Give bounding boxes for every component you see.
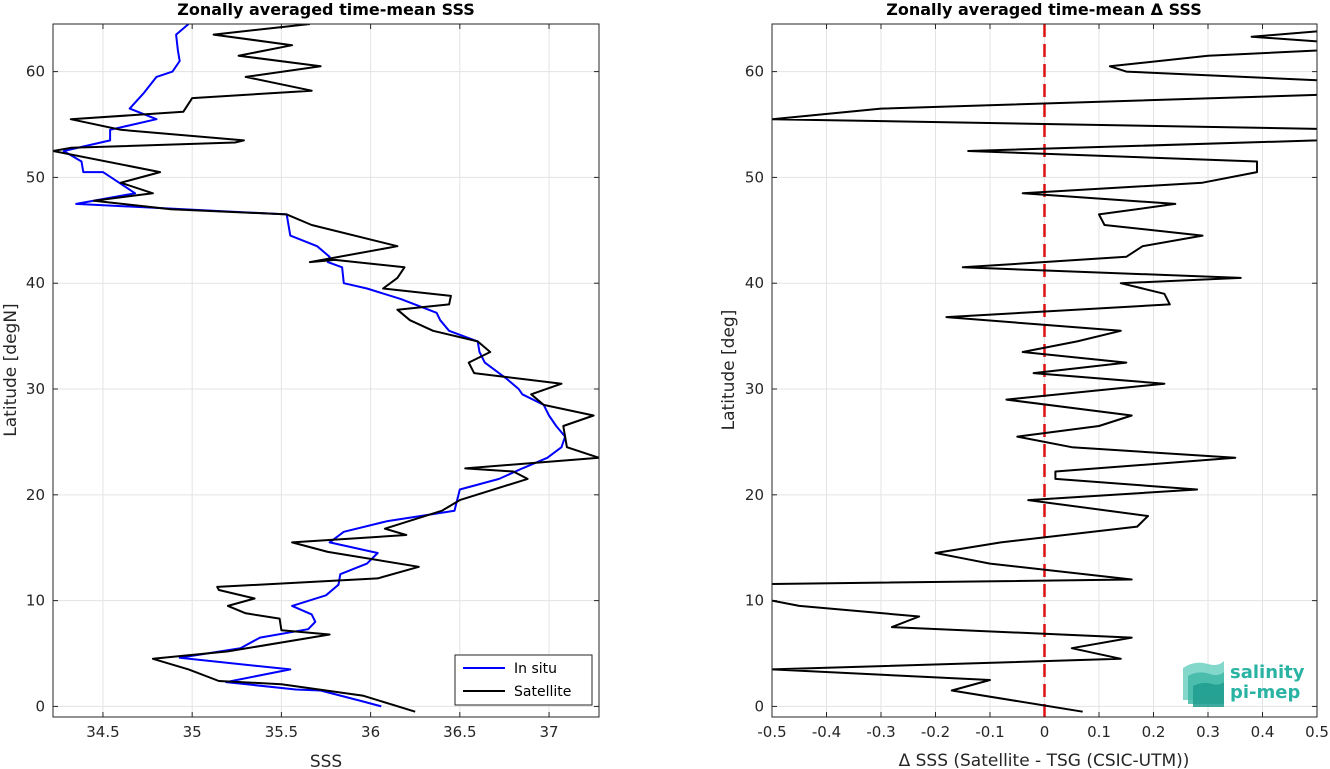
right-xtick-label: -0.3	[866, 723, 895, 741]
right-xtick-label: -0.1	[975, 723, 1004, 741]
wave-logo-icon	[1183, 661, 1224, 707]
left-xtick-label: 34.5	[86, 723, 119, 741]
right-ytick-label: 40	[745, 274, 764, 292]
right-ytick-label: 30	[745, 380, 764, 398]
right-xtick-label: 0.2	[1142, 723, 1166, 741]
legend-label-satellite: Satellite	[514, 684, 571, 700]
left-ytick-label: 20	[26, 486, 45, 504]
right-panel: Zonally averaged time-mean Δ SSS -0.5 -0.…	[719, 0, 1329, 769]
right-ytick-label: 0	[754, 697, 764, 715]
logo-text-salinity: salinity	[1230, 662, 1305, 683]
right-ylabel: Latitude [deg]	[719, 310, 739, 431]
left-ylabel: Latitude [degN]	[1, 303, 21, 436]
legend-label-in-situ: In situ	[514, 661, 557, 677]
right-xtick-label: 0.1	[1087, 723, 1111, 741]
legend: In situ Satellite	[454, 654, 593, 706]
left-xtick-label: 37	[539, 723, 558, 741]
right-chart-title: Zonally averaged time-mean Δ SSS	[886, 0, 1202, 19]
right-ytick-label: 60	[745, 63, 764, 81]
left-chart-title: Zonally averaged time-mean SSS	[177, 0, 475, 19]
left-series-line-satellite	[53, 24, 599, 713]
right-axes-box	[771, 23, 1318, 718]
right-xtick-label: -0.2	[921, 723, 950, 741]
legend-box	[454, 654, 593, 706]
left-xtick-label: 35.5	[265, 723, 298, 741]
right-ytick-label: 10	[745, 592, 764, 610]
left-ytick-label: 30	[26, 380, 45, 398]
left-xtick-label: 36.5	[443, 723, 476, 741]
right-xtick-label: 0	[1040, 723, 1050, 741]
salinity-pi-mep-logo: salinity pi-mep	[1183, 661, 1305, 707]
left-grid	[53, 24, 599, 717]
right-xtick-label: 0.4	[1251, 723, 1275, 741]
left-ytick-label: 40	[26, 274, 45, 292]
left-series-line-in-situ	[62, 24, 567, 708]
right-ytick-label: 20	[745, 486, 764, 504]
left-axes-box	[52, 23, 600, 718]
right-ytick-label: 50	[745, 168, 764, 186]
left-ytick-label: 0	[35, 697, 45, 715]
right-xtick-label: 0.3	[1196, 723, 1220, 741]
left-xlabel: SSS	[310, 752, 342, 769]
left-series	[53, 24, 599, 713]
right-series-line-delta-sss	[772, 30, 1317, 713]
right-xtick-label: -0.4	[812, 723, 841, 741]
left-ytick-label: 60	[26, 63, 45, 81]
left-panel: Zonally averaged time-mean SSS 34.5 35 35.…	[1, 0, 600, 769]
left-xtick-label: 36	[361, 723, 380, 741]
right-ticks: -0.5 -0.4 -0.3 -0.2 -0.1 0 0.1 0.2 0.3 0.4 0.5 0 10 2…	[745, 24, 1329, 741]
left-ytick-label: 10	[26, 592, 45, 610]
right-xlabel: Δ SSS (Satellite - TSG (CSIC-UTM))	[899, 751, 1190, 769]
left-ytick-label: 50	[26, 168, 45, 186]
right-xtick-label: -0.5	[757, 723, 786, 741]
right-series	[772, 30, 1317, 713]
logo-text-pi-mep: pi-mep	[1230, 682, 1300, 703]
left-ticks: 34.5 35 35.5 36 36.5 37 0 10 20 30 40 50 60	[26, 24, 599, 741]
right-xtick-label: 0.5	[1305, 723, 1329, 741]
left-xtick-label: 35	[183, 723, 202, 741]
